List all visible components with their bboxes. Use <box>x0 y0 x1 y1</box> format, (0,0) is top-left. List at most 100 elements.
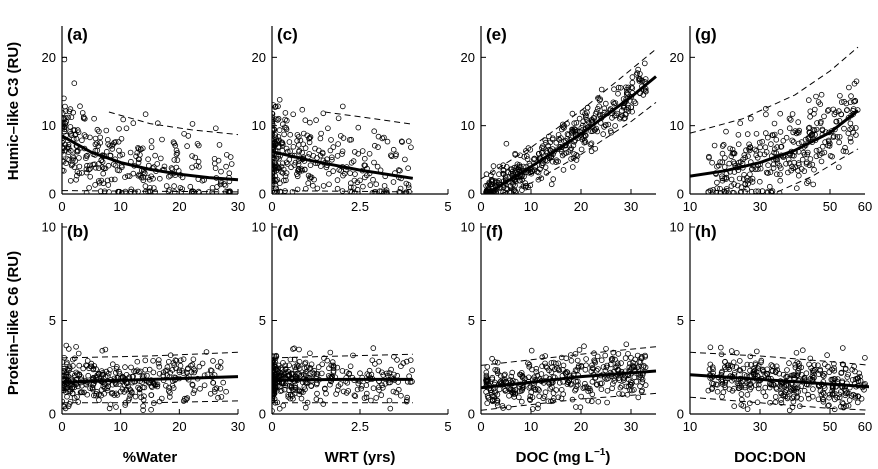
panel-plot-area <box>62 56 239 194</box>
data-point <box>535 401 541 408</box>
data-point <box>218 168 224 175</box>
data-point <box>184 143 190 149</box>
data-point <box>756 139 763 146</box>
data-point <box>98 387 105 393</box>
data-point <box>730 359 737 366</box>
data-point <box>302 117 309 123</box>
y-tick-label: 10 <box>42 220 56 235</box>
data-point <box>705 387 712 394</box>
data-point <box>99 347 106 354</box>
data-point <box>73 177 79 183</box>
data-point <box>733 364 740 371</box>
data-point <box>404 394 411 401</box>
data-point <box>727 145 733 152</box>
data-point <box>753 348 760 355</box>
data-point <box>555 136 562 142</box>
data-point <box>287 148 293 155</box>
data-point <box>714 179 720 186</box>
data-point <box>112 176 118 183</box>
data-point <box>306 139 313 146</box>
data-point <box>568 380 574 387</box>
data-point <box>286 362 292 369</box>
data-point <box>635 394 642 401</box>
data-point <box>151 185 157 191</box>
data-point <box>299 106 306 113</box>
data-point <box>755 188 762 194</box>
data-point <box>285 391 292 398</box>
data-point <box>296 358 303 365</box>
data-point <box>742 181 748 187</box>
data-point <box>113 369 119 376</box>
data-point <box>208 367 215 374</box>
data-point <box>589 365 596 371</box>
data-point <box>148 392 155 398</box>
data-point <box>748 188 755 194</box>
data-point <box>529 406 536 412</box>
data-point <box>224 152 230 158</box>
data-point <box>838 111 845 118</box>
data-point <box>390 146 397 153</box>
data-point <box>553 140 560 146</box>
data-point <box>494 399 501 406</box>
data-point <box>774 144 780 150</box>
data-point <box>62 373 67 379</box>
data-point <box>78 373 84 380</box>
data-point <box>723 186 730 192</box>
data-point <box>803 370 810 377</box>
data-point <box>511 394 518 400</box>
data-point <box>747 144 754 151</box>
data-point <box>793 385 800 392</box>
data-point <box>398 392 404 399</box>
data-point <box>852 376 859 382</box>
data-point <box>836 134 843 140</box>
data-point <box>536 387 542 393</box>
data-point <box>826 394 832 401</box>
data-point <box>777 110 783 117</box>
data-point <box>330 168 337 174</box>
data-point <box>189 153 195 159</box>
data-point <box>549 135 556 142</box>
data-point <box>756 178 763 185</box>
fit-line <box>272 150 414 180</box>
fit-line <box>690 373 869 389</box>
data-point <box>783 134 790 141</box>
data-point <box>484 400 491 407</box>
data-point <box>553 360 559 367</box>
data-point <box>154 161 161 167</box>
y-tick-label: 0 <box>259 187 266 202</box>
x-tick-label: 0 <box>58 419 65 434</box>
data-point <box>191 366 197 372</box>
y-tick-label: 0 <box>468 187 475 202</box>
data-point <box>62 123 68 130</box>
data-point <box>77 103 83 109</box>
data-point <box>512 188 519 194</box>
data-point <box>843 390 849 397</box>
data-point <box>847 120 854 127</box>
data-point <box>369 190 376 194</box>
data-point <box>599 380 605 387</box>
data-point <box>805 97 812 103</box>
data-point <box>141 393 147 400</box>
data-point <box>170 139 177 146</box>
data-point <box>334 185 341 192</box>
data-point <box>588 148 595 155</box>
data-point <box>106 189 112 194</box>
data-point <box>70 390 76 397</box>
data-point <box>223 163 229 170</box>
data-point <box>272 169 275 176</box>
data-point <box>753 148 759 154</box>
data-point <box>171 362 178 369</box>
data-point <box>167 394 173 400</box>
data-point <box>580 385 587 391</box>
data-point <box>810 181 816 188</box>
data-point <box>729 387 736 394</box>
data-point <box>796 360 802 367</box>
panel-plot-area <box>481 48 657 194</box>
data-point <box>813 147 820 154</box>
data-point <box>847 138 854 145</box>
data-point <box>745 153 751 160</box>
data-point <box>807 114 813 120</box>
data-point <box>87 166 93 172</box>
data-point <box>748 384 754 391</box>
data-point <box>68 162 75 169</box>
